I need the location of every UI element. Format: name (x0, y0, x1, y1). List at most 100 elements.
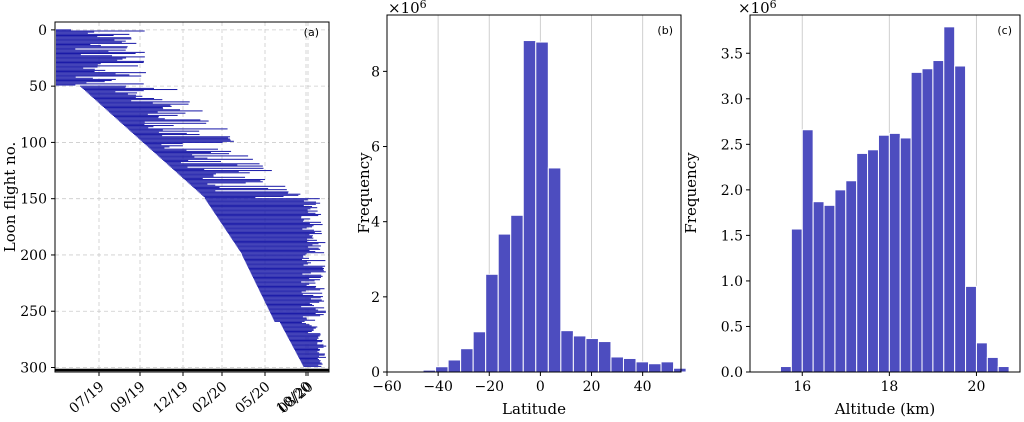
flight-bar (174, 170, 272, 172)
x-tick-label: 16 (793, 379, 811, 395)
flight-bar (302, 364, 319, 366)
x-tick-label: 02/20 (189, 379, 230, 417)
flight-bar (207, 201, 317, 203)
flight-bar (264, 300, 325, 302)
flight-bar (286, 334, 321, 336)
flight-bar (217, 216, 302, 218)
flight-bar (267, 306, 302, 308)
flight-bar (86, 91, 116, 93)
flight-bar (205, 199, 308, 201)
flight-bar (252, 275, 323, 277)
flight-bar (130, 130, 200, 132)
flight-bar (111, 113, 148, 115)
flight-bar (215, 213, 322, 215)
histogram-bar (648, 363, 662, 373)
flight-bar (247, 265, 326, 267)
histogram-bar (435, 366, 449, 373)
flight-bar (236, 245, 321, 247)
flight-bar (225, 228, 303, 230)
flight-bar (134, 134, 200, 136)
panel-c-y-ticks: 0.0 0.5 1.0 1.5 2.0 2.5 3.0 3.5 (721, 46, 750, 381)
flight-bar (56, 62, 144, 64)
flight-bar (249, 270, 324, 272)
panel-c-frame (749, 14, 1021, 373)
flight-bar (284, 330, 312, 332)
flight-bar (115, 117, 159, 119)
flight-bar (131, 131, 159, 133)
flight-bar (56, 48, 76, 50)
flight-bar (243, 256, 304, 258)
flight-bar (295, 350, 320, 352)
flight-bar (217, 217, 302, 219)
flight-bar (245, 262, 311, 264)
flight-bar (56, 30, 145, 32)
panel-b-scale-exponent: 6 (420, 0, 427, 11)
flight-bar (56, 32, 88, 34)
flight-bar (189, 183, 208, 185)
histogram-bar (975, 342, 988, 373)
flight-bar (241, 252, 325, 254)
flight-bar (222, 224, 323, 226)
flight-bar (56, 51, 145, 53)
flight-bar (90, 94, 137, 96)
flight-bar (280, 321, 302, 323)
flight-bar (298, 355, 320, 357)
flight-bar (129, 129, 163, 131)
flight-bar (125, 126, 154, 128)
flight-bar (187, 181, 263, 183)
flight-bar (292, 345, 327, 347)
flight-bar (198, 191, 289, 193)
y-tick-label: 300 (20, 360, 47, 376)
flight-bar (286, 333, 321, 335)
flight-bar (218, 218, 311, 220)
flight-bar (234, 242, 326, 244)
flight-bar (156, 154, 193, 156)
flight-bar (121, 122, 207, 124)
flight-bar (168, 164, 238, 166)
flight-bar (211, 208, 311, 210)
flight-bar (223, 225, 314, 227)
flight-bar (177, 172, 250, 174)
histogram-bar (522, 40, 537, 373)
flight-bar (205, 198, 320, 200)
flight-bar (153, 150, 232, 152)
flight-bar (212, 209, 308, 211)
flight-bar (257, 287, 316, 289)
flight-bar (56, 29, 72, 31)
flight-bar (56, 36, 98, 38)
flight-bar (56, 34, 114, 37)
flight-bar (291, 343, 318, 345)
flight-bar (56, 66, 98, 68)
flight-bar (140, 139, 231, 141)
flight-bar (251, 274, 322, 276)
flight-bar (56, 83, 144, 85)
flight-bar (120, 121, 145, 123)
panel-c: 16 18 20 0.0 0.5 1.0 1.5 2.0 2.5 3.0 3.5 Altitude… (682, 0, 1021, 418)
flight-bar (56, 37, 132, 39)
flight-bar (126, 127, 149, 129)
flight-bar (293, 347, 319, 349)
flight-bar (116, 118, 165, 120)
flight-bar (224, 227, 307, 229)
y-tick-label: 2.0 (721, 183, 743, 199)
flight-bar (262, 297, 321, 299)
y-tick-label: 150 (20, 192, 47, 208)
flight-bar (249, 269, 324, 271)
panel-c-scale-base: ×10 (738, 0, 770, 17)
flight-bar (185, 180, 261, 182)
panel-a-y-axis-label: Loon flight no. (1, 142, 19, 253)
flight-bar (255, 282, 316, 284)
flight-bar (238, 247, 319, 249)
flight-bar (265, 301, 320, 303)
flight-bar (244, 260, 326, 262)
flight-bar (235, 244, 313, 246)
flight-bar (231, 237, 314, 239)
flight-bar (244, 258, 303, 260)
flight-bar (103, 107, 163, 109)
flight-bar (227, 231, 315, 233)
flight-bar (235, 243, 319, 245)
flight-bar (272, 316, 303, 318)
flight-bar (56, 77, 93, 79)
flight-bar (135, 135, 163, 137)
